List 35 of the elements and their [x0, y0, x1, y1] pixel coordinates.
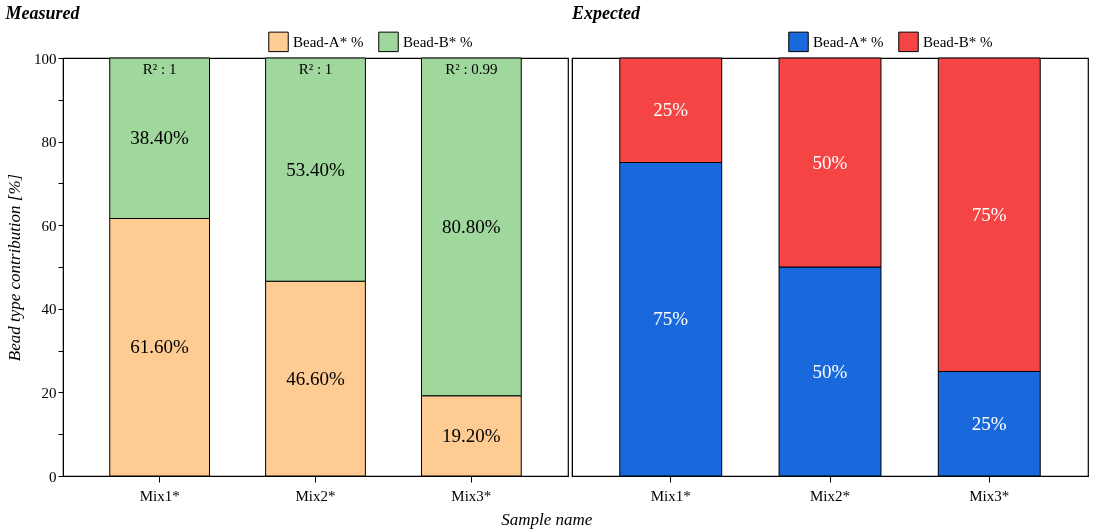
- y-tick-label: 0: [49, 468, 57, 485]
- x-tick-label: Mix1*: [139, 487, 180, 504]
- data-label: 50%: [812, 360, 848, 382]
- data-label: 46.60%: [286, 367, 345, 389]
- chart-title: Measured: [4, 3, 81, 23]
- x-tick-label: Mix2*: [809, 487, 851, 504]
- data-label: 19.20%: [442, 424, 501, 446]
- data-label: 75%: [971, 203, 1007, 225]
- data-label: 50%: [812, 151, 848, 173]
- x-tick-label: Mix3*: [969, 487, 1010, 504]
- data-label: 75%: [653, 308, 689, 330]
- x-tick-label: Mix2*: [295, 487, 336, 504]
- annotation: R² : 1: [142, 61, 177, 77]
- legend-label: Bead-B* %: [923, 33, 993, 50]
- legend-label: Bead-A* %: [293, 33, 364, 50]
- x-axis-title: Sample name: [501, 509, 593, 529]
- data-label: 25%: [971, 412, 1007, 434]
- annotation: R² : 1: [298, 61, 333, 77]
- x-tick-label: Mix3*: [451, 487, 492, 504]
- annotation: R² : 0.99: [445, 61, 498, 77]
- chart-title: Expected: [571, 3, 641, 23]
- y-tick-label: 40: [41, 301, 57, 318]
- data-label: 61.60%: [130, 336, 190, 358]
- y-tick-label: 80: [41, 134, 57, 151]
- y-tick-label: 100: [34, 50, 57, 67]
- x-tick-label: Mix1*: [650, 487, 691, 504]
- data-label: 80.80%: [442, 215, 501, 237]
- data-label: 25%: [653, 99, 689, 121]
- y-axis-title: Bead type contribution [%]: [5, 173, 24, 362]
- legend-label: Bead-A* %: [813, 33, 884, 50]
- data-label: 53.40%: [286, 158, 345, 180]
- legend-label: Bead-B* %: [403, 33, 473, 50]
- y-tick-label: 20: [41, 384, 57, 401]
- data-label: 38.40%: [130, 127, 190, 149]
- y-tick-label: 60: [41, 217, 57, 234]
